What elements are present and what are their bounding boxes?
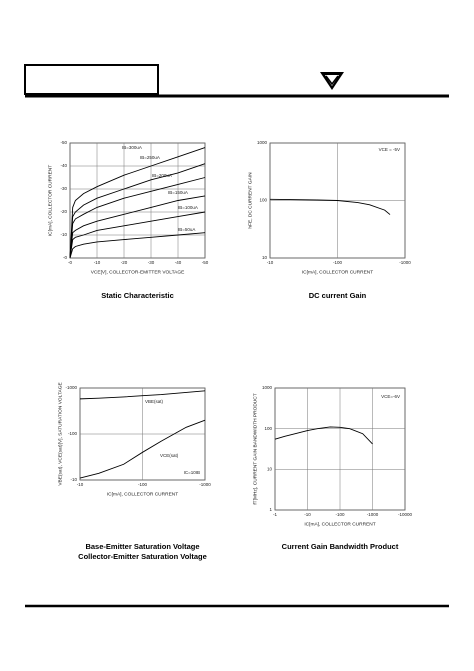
curve: [69, 232, 206, 259]
curve-label: IB=300uA: [122, 145, 142, 150]
curve-label: IB=100uA: [178, 205, 198, 210]
caption: Collector-Emitter Saturation Voltage: [78, 552, 207, 561]
curve-label: IB=150uA: [168, 190, 188, 195]
x-tick-label: -10: [77, 482, 84, 487]
x-tick-label: -30: [148, 260, 155, 265]
x-axis-label: IC[mA], COLLECTOR CURRENT: [304, 521, 375, 527]
y-tick-label: 10: [267, 467, 273, 472]
curve: [69, 211, 206, 259]
caption: Static Characteristic: [101, 291, 174, 300]
y-tick-label: 1000: [262, 385, 273, 390]
x-tick-label: -0: [68, 260, 72, 265]
x-tick-label: -1: [273, 512, 277, 517]
x-tick-label: -10: [94, 260, 101, 265]
x-axis-label: VCE[V], COLLECTOR-EMITTER VOLTAGE: [91, 269, 185, 275]
y-tick-label: -0: [63, 255, 67, 260]
logo-inner: [325, 75, 339, 86]
x-tick-label: -40: [175, 260, 182, 265]
x-tick-label: -1000: [199, 482, 211, 487]
x-tick-label: -1000: [367, 512, 379, 517]
x-tick-label: -10: [267, 260, 274, 265]
curve: [269, 198, 391, 215]
logo-mark: [325, 75, 339, 86]
x-axis-label: IC[mA], COLLECTOR CURRENT: [302, 269, 373, 275]
y-tick-label: -1000: [65, 385, 77, 390]
y-tick-label: 100: [264, 426, 272, 431]
y-axis-label: VBE(sat), VCE(sat)[V], SATURATION VOLTAG…: [57, 382, 63, 485]
caption: Current Gain Bandwidth Product: [282, 542, 399, 551]
x-tick-label: -100: [138, 482, 148, 487]
annotation: IC=10IB: [184, 470, 200, 475]
x-tick-label: -10000: [398, 512, 413, 517]
curve-label: IB=200uA: [152, 173, 172, 178]
curve: [69, 147, 206, 259]
y-axis-label: hFE, DC CURRENT GAIN: [247, 172, 253, 229]
curve-label: IB=250uA: [140, 155, 160, 160]
y-tick-label: -10: [60, 232, 67, 237]
x-tick-label: -1000: [399, 260, 411, 265]
y-tick-label: 100: [259, 198, 267, 203]
logo: [320, 72, 344, 90]
y-axis-label: IC[mA], COLLECTOR CURRENT: [47, 165, 53, 236]
curve: [79, 419, 206, 479]
y-tick-label: -30: [60, 186, 67, 191]
x-tick-label: -20: [121, 260, 128, 265]
curve: [69, 177, 206, 259]
caption: DC current Gain: [309, 291, 367, 300]
x-tick-label: -50: [202, 260, 209, 265]
y-tick-label: -50: [60, 140, 67, 145]
curve-label: VCE(sat): [160, 453, 179, 458]
curve: [274, 426, 373, 445]
y-tick-label: 10: [262, 255, 268, 260]
curve: [79, 390, 206, 400]
y-tick-label: -100: [68, 431, 78, 436]
curve-label: IB=50uA: [178, 227, 195, 232]
annotation: VCE = -5V: [379, 147, 400, 152]
curve-label: VBE(sat): [145, 399, 164, 404]
x-axis-label: IC[mA], COLLECTOR CURRENT: [107, 491, 178, 497]
y-tick-label: -20: [60, 209, 67, 214]
y-tick-label: 1000: [257, 140, 268, 145]
curve: [69, 163, 206, 259]
header-box: [24, 64, 159, 95]
caption: Base-Emitter Saturation Voltage: [85, 542, 199, 551]
y-tick-label: -40: [60, 163, 67, 168]
y-axis-label: fT[MHz], CURRENT GAIN BANDWIDTH PRODUCT: [252, 393, 258, 504]
y-tick-label: -10: [70, 477, 77, 482]
y-tick-label: 1: [269, 507, 272, 512]
curve: [69, 195, 206, 259]
annotation: VCE=-6V: [381, 394, 400, 399]
x-tick-label: -100: [335, 512, 345, 517]
x-tick-label: -100: [333, 260, 343, 265]
x-tick-label: -10: [304, 512, 311, 517]
